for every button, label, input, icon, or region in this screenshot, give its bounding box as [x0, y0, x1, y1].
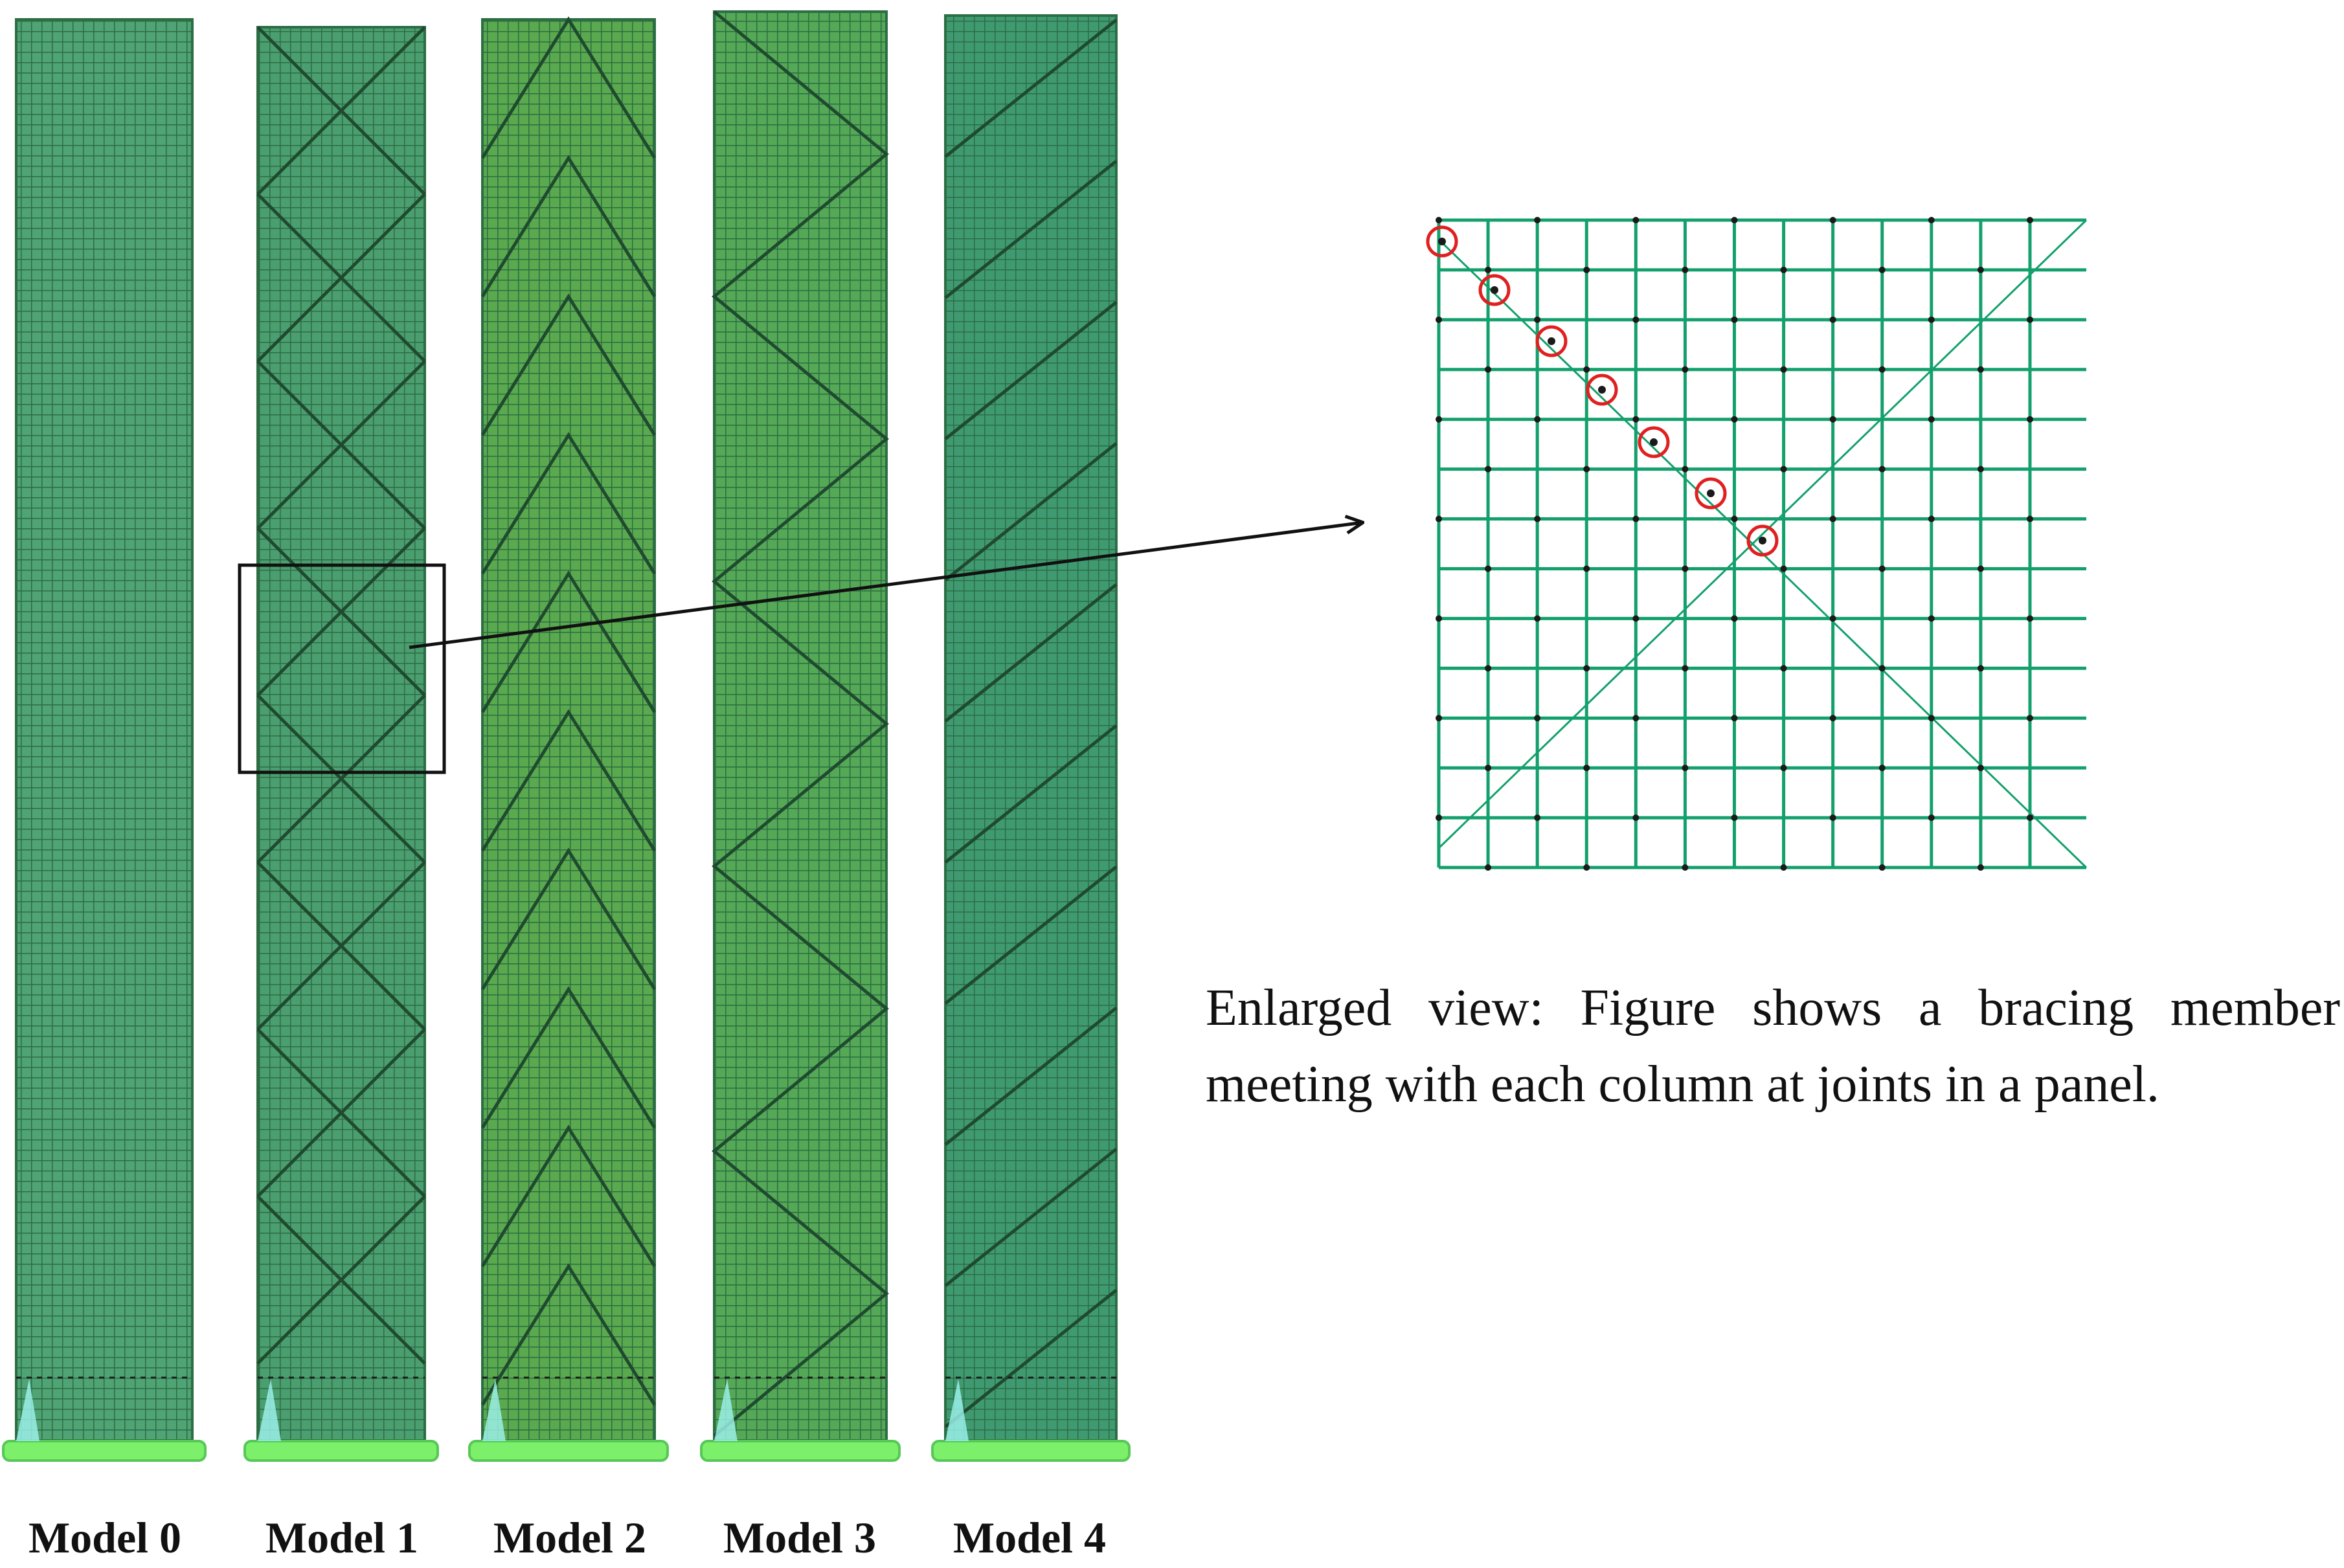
model-3-grid	[714, 12, 886, 1440]
enlarged-view-diagonal-2	[1437, 219, 2088, 849]
model-4-bracing	[944, 18, 1118, 1428]
model-0-base-support	[2, 1376, 207, 1462]
model-4-label: Model 4	[953, 1513, 1106, 1562]
model-2-grid	[482, 19, 655, 1440]
model-2-base-support	[468, 1376, 669, 1462]
enlarged-view-joint-markers	[1426, 225, 1779, 557]
model-0: Model 0	[2, 18, 207, 1562]
building-models: Model 0 Model 1 Model 2 Model 3 Model 4	[2, 10, 1131, 1562]
enlarged-view-joints	[1436, 217, 2033, 871]
enlarged-view-caption: Enlarged view: Figure shows a bracing me…	[1206, 980, 2340, 1113]
model-2-label: Model 2	[493, 1513, 646, 1562]
model-1-label: Model 1	[265, 1513, 418, 1562]
model-0-grid	[16, 19, 192, 1440]
model-3-bracing	[712, 10, 889, 1437]
model-2: Model 2	[468, 16, 669, 1562]
model-2-bracing	[480, 16, 657, 1406]
model-4-base-support	[931, 1376, 1131, 1462]
model-1-grid	[258, 27, 425, 1440]
enlarged-view-panel	[1426, 214, 2099, 874]
model-3-base-support	[700, 1376, 901, 1462]
callout-arrow	[409, 522, 1363, 649]
model-1-base-support	[243, 1376, 439, 1462]
model-1: Model 1	[243, 26, 439, 1562]
model-4-grid	[945, 16, 1116, 1440]
detail-highlight-box	[238, 563, 446, 774]
model-1-bracing	[256, 26, 426, 1365]
model-3: Model 3	[700, 10, 901, 1562]
model-3-label: Model 3	[723, 1513, 876, 1562]
model-0-label: Model 0	[28, 1513, 181, 1562]
model-4: Model 4	[931, 14, 1131, 1562]
enlarged-view-background	[1432, 214, 2099, 874]
